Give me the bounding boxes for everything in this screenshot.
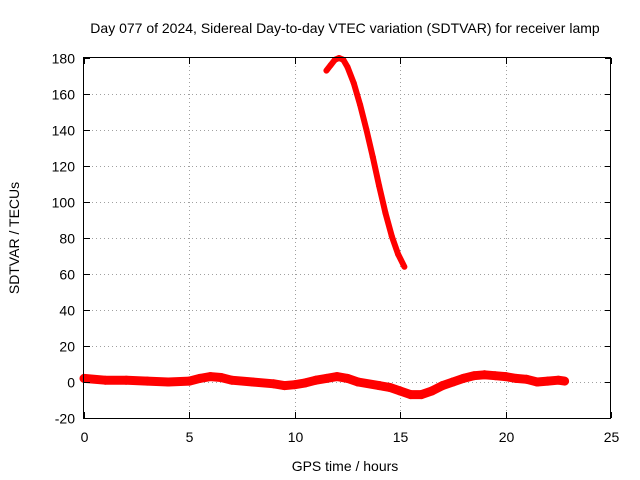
y-tick-label: 140: [52, 123, 76, 139]
y-axis-label: SDTVAR / TECUs: [6, 182, 22, 294]
y-tick-label: 80: [59, 231, 75, 247]
series-segment: [363, 127, 376, 160]
x-tick-label: 15: [393, 429, 409, 445]
series-segment: [382, 209, 395, 240]
series-layer: [79, 55, 570, 400]
y-tick-label: 180: [52, 51, 76, 67]
y-tick-label: 60: [59, 267, 75, 283]
grid: [84, 58, 611, 418]
y-tick-label: 100: [52, 195, 76, 211]
y-tick-label: 40: [59, 303, 75, 319]
series-high-satellite-track: [323, 55, 408, 270]
x-tick-label: 10: [288, 429, 304, 445]
series-segment: [388, 233, 402, 258]
series-segment: [369, 154, 383, 189]
x-tick-label: 25: [604, 429, 620, 445]
y-tick-label: 0: [67, 375, 75, 391]
series-baseline-tracks: [79, 370, 570, 400]
y-tick-label: 160: [52, 87, 76, 103]
x-tick-label: 5: [186, 429, 194, 445]
x-tick-label: 0: [81, 429, 89, 445]
chart-title: Day 077 of 2024, Sidereal Day-to-day VTE…: [90, 20, 600, 36]
plot-frame: [83, 57, 611, 419]
series-segment: [395, 251, 408, 270]
series-segment: [553, 375, 570, 386]
y-tick-label: 20: [59, 339, 75, 355]
x-axis-label: GPS time / hours: [292, 458, 399, 474]
axes: -20 0 20 40 60 80 100 120 140 160 180 0 5 10 15 20 25: [52, 51, 620, 446]
series-segment: [376, 182, 389, 216]
y-tick-label: -20: [55, 411, 75, 427]
series-segment: [357, 101, 370, 133]
series-segment: [350, 80, 364, 108]
y-tick-label: 120: [52, 159, 76, 175]
x-tick-label: 20: [499, 429, 515, 445]
